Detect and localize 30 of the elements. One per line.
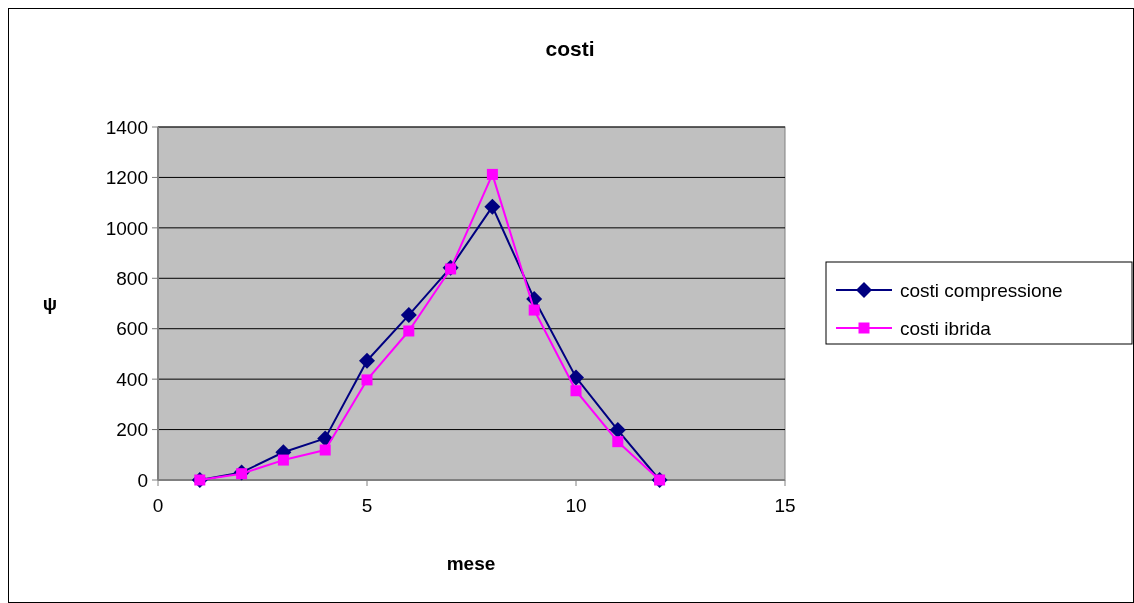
y-tick-label: 400 <box>116 368 148 390</box>
point <box>570 385 582 397</box>
x-tick-label: 0 <box>152 495 164 516</box>
x-tick-label: 5 <box>361 495 373 516</box>
y-tick-label: 0 <box>137 469 148 491</box>
point <box>359 352 375 369</box>
y-tick-label: 800 <box>116 267 148 289</box>
point <box>277 454 289 466</box>
y-tick-label: 1200 <box>105 167 148 189</box>
point <box>609 422 626 439</box>
point <box>568 369 584 386</box>
point <box>403 325 415 337</box>
x-axis-title: mese <box>446 553 496 574</box>
y-tick-label: 1400 <box>105 116 148 138</box>
legend-label: costi ibrida <box>900 317 992 339</box>
point <box>361 374 373 386</box>
point <box>484 198 501 215</box>
point <box>319 444 331 456</box>
y-tick-label: 600 <box>116 318 148 340</box>
chart-title: costi <box>545 37 595 60</box>
y-tick-label: 200 <box>116 419 148 441</box>
point <box>612 436 624 448</box>
y-tick-label: 1000 <box>105 217 148 239</box>
point <box>528 304 540 316</box>
x-tick-label: 10 <box>565 495 587 516</box>
y-axis-title: ψ <box>42 293 58 315</box>
x-tick-label: 15 <box>774 495 796 516</box>
point <box>486 168 498 180</box>
legend-label: costi compressione <box>900 279 1063 301</box>
point <box>400 307 417 324</box>
